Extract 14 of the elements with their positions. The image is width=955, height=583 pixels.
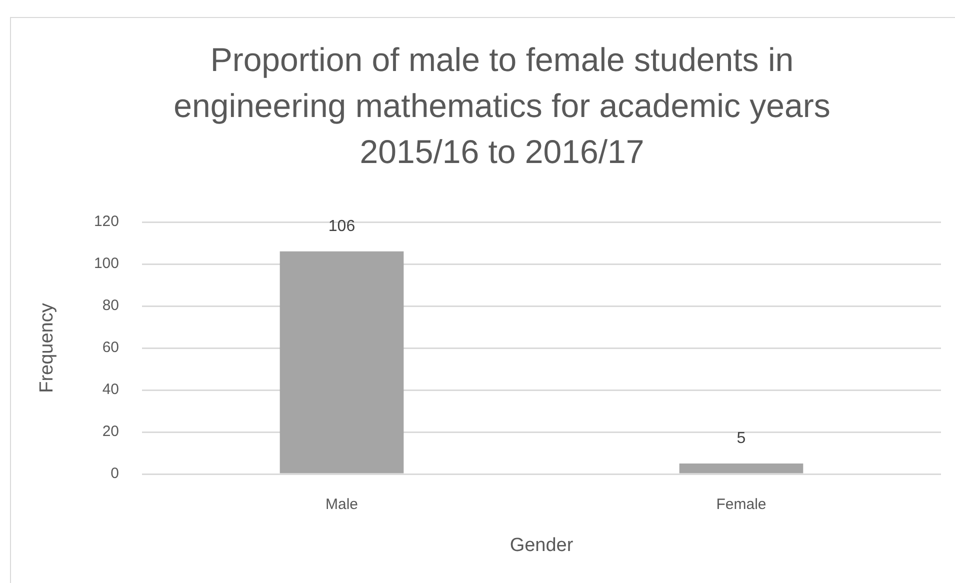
y-axis-title: Frequency: [36, 302, 58, 393]
y-tick-label: 120: [94, 213, 119, 230]
y-tick-label: 0: [110, 465, 119, 482]
data-label: 5: [736, 430, 746, 447]
y-tick-label: 80: [102, 297, 119, 314]
data-label: 106: [328, 218, 356, 235]
y-tick-label: 100: [94, 255, 119, 272]
y-tick-label: 20: [102, 423, 119, 440]
y-tick-label: 60: [102, 339, 119, 356]
y-tick-label: 40: [102, 381, 119, 398]
x-tick-label: Female: [716, 496, 766, 514]
chart-title: Proportion of male to female students in engineering mathematics for academic years 2015/16 to 2016/17: [172, 40, 832, 172]
x-axis-title: Gender: [510, 534, 574, 556]
x-tick-label: Male: [325, 496, 358, 514]
